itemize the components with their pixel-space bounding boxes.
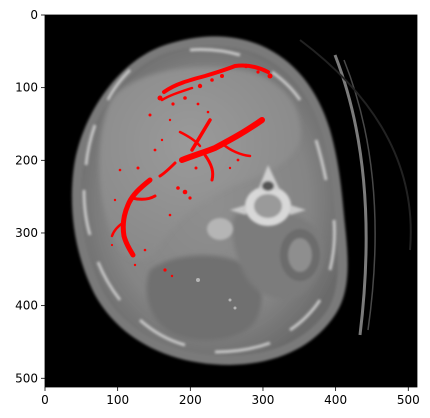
ct-image: [45, 15, 417, 387]
overlay-central-branch-5: [178, 130, 202, 148]
y-tick-label: 100: [15, 81, 38, 95]
overlay-central-branch-4: [222, 143, 252, 158]
overlay-central-branch-1: [190, 118, 212, 152]
small-vessels: [196, 208, 244, 310]
x-tick-label: 100: [106, 393, 129, 407]
y-axis-ticks: 0 100 200 300 400 500: [15, 8, 45, 385]
overlay-central-branch-3: [203, 153, 215, 182]
kidney-core: [288, 238, 312, 272]
y-tick-label: 200: [15, 153, 38, 167]
overlay-central-branch-2: [158, 161, 177, 178]
x-tick-label: 0: [41, 393, 49, 407]
x-tick-label: 300: [252, 393, 275, 407]
y-tick-label: 500: [15, 371, 38, 385]
x-axis-ticks: 0 100 200 300 400 500: [41, 387, 420, 407]
x-tick-label: 500: [397, 393, 420, 407]
overlay-left-descending: [120, 177, 153, 258]
vertebra: [230, 165, 306, 226]
overlay-left-branch: [130, 194, 157, 201]
aorta: [207, 218, 233, 240]
y-tick-label: 300: [15, 226, 38, 240]
axes-frame: [44, 14, 418, 388]
scanner-outline: [299, 39, 412, 251]
overlay-top-arc: [162, 63, 270, 94]
x-tick-label: 200: [179, 393, 202, 407]
overlay-top-arc-2: [160, 86, 194, 102]
y-tick-label: 400: [15, 299, 38, 313]
stomach: [146, 255, 262, 341]
overlay-scatter-specks: [110, 138, 240, 278]
overlay-top-specks: [148, 63, 273, 122]
ribs: [82, 48, 336, 354]
red-overlay: [110, 63, 273, 278]
overlay-left-branch-2: [110, 220, 126, 238]
x-tick-label: 400: [324, 393, 347, 407]
scanner-table-arc: [333, 54, 368, 336]
overlay-central-main: [179, 117, 265, 163]
y-tick-label: 0: [30, 8, 38, 22]
